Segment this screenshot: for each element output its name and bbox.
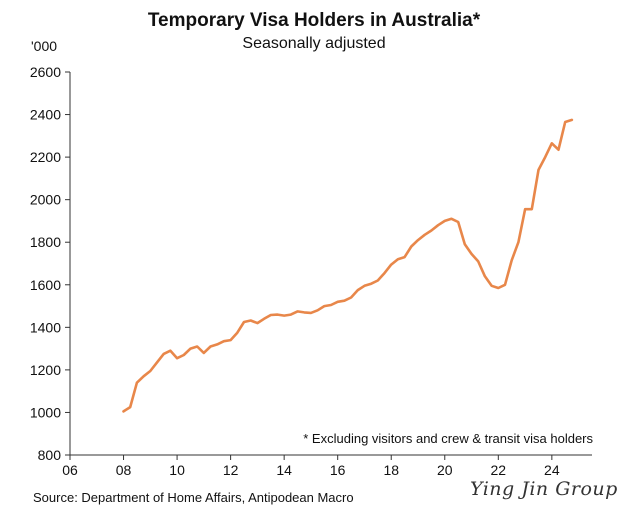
x-tick-label: 20 — [437, 462, 453, 478]
x-tick-label: 10 — [169, 462, 185, 478]
chart-ticks: 800 1000 1200 1400 1600 1800 2000 2200 2400 2600 0… — [30, 64, 560, 478]
chart-series — [122, 118, 574, 413]
chart-annotation: * Excluding visitors and crew & transit … — [303, 431, 593, 446]
watermark-logo: Ying Jin Group — [470, 478, 618, 500]
x-tick-label: 06 — [62, 462, 78, 478]
y-tick-label: 1000 — [30, 404, 61, 420]
x-tick-label: 12 — [223, 462, 239, 478]
series-line-temporary-visa-holders — [122, 118, 574, 413]
x-tick-label: 08 — [116, 462, 132, 478]
x-tick-label: 14 — [276, 462, 292, 478]
y-tick-label: 1400 — [30, 319, 61, 335]
chart-axes — [69, 72, 592, 456]
y-tick-label: 1800 — [30, 234, 61, 250]
y-tick-label: 800 — [38, 447, 62, 463]
chart-source: Source: Department of Home Affairs, Anti… — [33, 490, 354, 505]
x-tick-label: 24 — [544, 462, 560, 478]
x-tick-label: 22 — [491, 462, 507, 478]
y-axis-unit-label: '000 — [31, 38, 58, 54]
x-tick-label: 16 — [330, 462, 346, 478]
y-tick-label: 2000 — [30, 192, 61, 208]
y-tick-label: 1200 — [30, 362, 61, 378]
y-tick-label: 2600 — [30, 64, 61, 80]
y-tick-label: 2400 — [30, 107, 61, 123]
y-tick-label: 2200 — [30, 149, 61, 165]
chart-title: Temporary Visa Holders in Australia* — [147, 10, 481, 31]
chart-subtitle: Seasonally adjusted — [242, 35, 386, 52]
x-tick-label: 18 — [383, 462, 399, 478]
y-tick-label: 1600 — [30, 277, 61, 293]
